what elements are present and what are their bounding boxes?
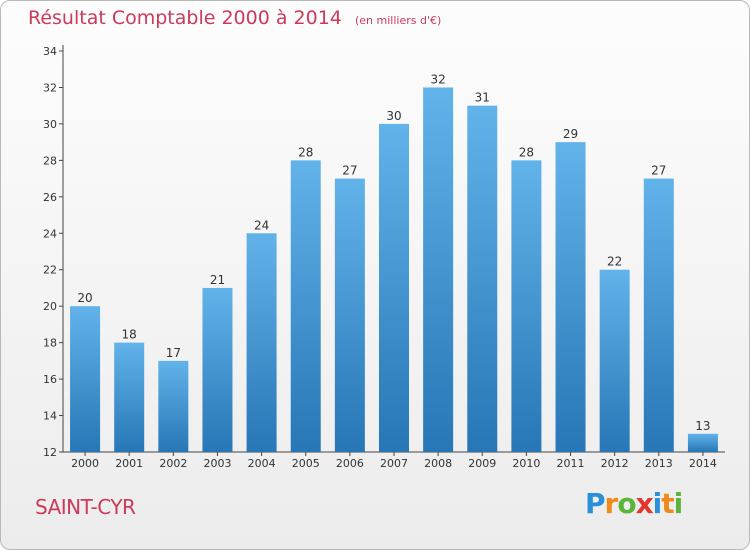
logo-letter: i [652,487,663,520]
y-tick-label: 34 [43,45,57,58]
x-tick-label-2004: 2004 [248,457,276,470]
bar-2001 [114,342,145,452]
bar-2008 [423,87,454,453]
bar-2000 [70,306,101,452]
data-label-2010: 28 [519,145,534,159]
chart-title: Résultat Comptable 2000 à 2014 [28,7,342,29]
y-tick-label: 24 [43,227,57,240]
bar-2010 [511,160,542,452]
data-label-2001: 18 [122,328,137,342]
bar-2007 [379,123,409,452]
y-tick-label: 14 [43,410,57,423]
y-tick-label: 18 [43,337,57,350]
chart-title-row: Résultat Comptable 2000 à 2014 (en milli… [28,7,441,29]
logo-letter: P [585,487,606,520]
x-tick-label-2013: 2013 [645,457,673,470]
proxiti-logo: Proxiti [585,487,684,520]
bar-2009 [467,105,498,452]
data-label-2014: 13 [695,419,710,433]
bar-2013 [643,178,674,452]
x-tick-label-2006: 2006 [336,457,364,470]
bar-2006 [334,178,365,452]
y-tick-label: 12 [43,446,57,459]
x-tick-label-2014: 2014 [689,457,717,470]
x-tick-label-2009: 2009 [468,457,496,470]
x-tick-label-2012: 2012 [601,457,629,470]
data-label-2007: 30 [386,109,401,123]
data-label-2002: 17 [166,346,181,360]
data-label-2006: 27 [342,164,357,178]
x-tick-label-2008: 2008 [424,457,452,470]
y-tick-label: 26 [43,191,57,204]
x-tick-label-2010: 2010 [512,457,540,470]
x-tick-label-2000: 2000 [71,457,99,470]
data-label-2011: 29 [563,127,578,141]
data-label-2004: 24 [254,218,269,232]
bar-2003 [202,287,233,452]
x-tick-label-2011: 2011 [557,457,585,470]
chart-unit: (en milliers d'€) [354,14,442,27]
data-label-2013: 27 [651,164,666,178]
y-tick-label: 30 [43,118,57,131]
data-label-2005: 28 [298,145,313,159]
x-tick-label-2002: 2002 [159,457,187,470]
x-tick-label-2001: 2001 [115,457,143,470]
data-label-2000: 20 [77,291,92,305]
y-tick-label: 20 [43,300,57,313]
bar-2004 [246,233,277,452]
data-label-2003: 21 [210,273,225,287]
logo-letter: o [617,487,636,520]
logo-letter: r [604,487,619,520]
x-tick-label-2005: 2005 [292,457,320,470]
city-name: SAINT-CYR [35,495,136,519]
y-tick-label: 16 [43,373,57,386]
logo-letter: t [661,487,674,520]
y-tick-label: 28 [43,154,57,167]
bar-2014 [687,433,718,452]
x-tick-label-2007: 2007 [380,457,408,470]
y-tick-label: 32 [43,81,57,94]
bar-2005 [290,160,321,452]
data-label-2012: 22 [607,255,622,269]
bar-2002 [158,360,189,452]
data-label-2008: 32 [430,72,445,86]
logo-letter: x [635,487,654,520]
y-tick-label: 22 [43,264,57,277]
data-label-2009: 31 [475,91,490,105]
x-tick-label-2003: 2003 [203,457,231,470]
logo-letter: i [673,487,684,520]
bar-2011 [555,142,586,453]
bar-2012 [599,269,630,452]
